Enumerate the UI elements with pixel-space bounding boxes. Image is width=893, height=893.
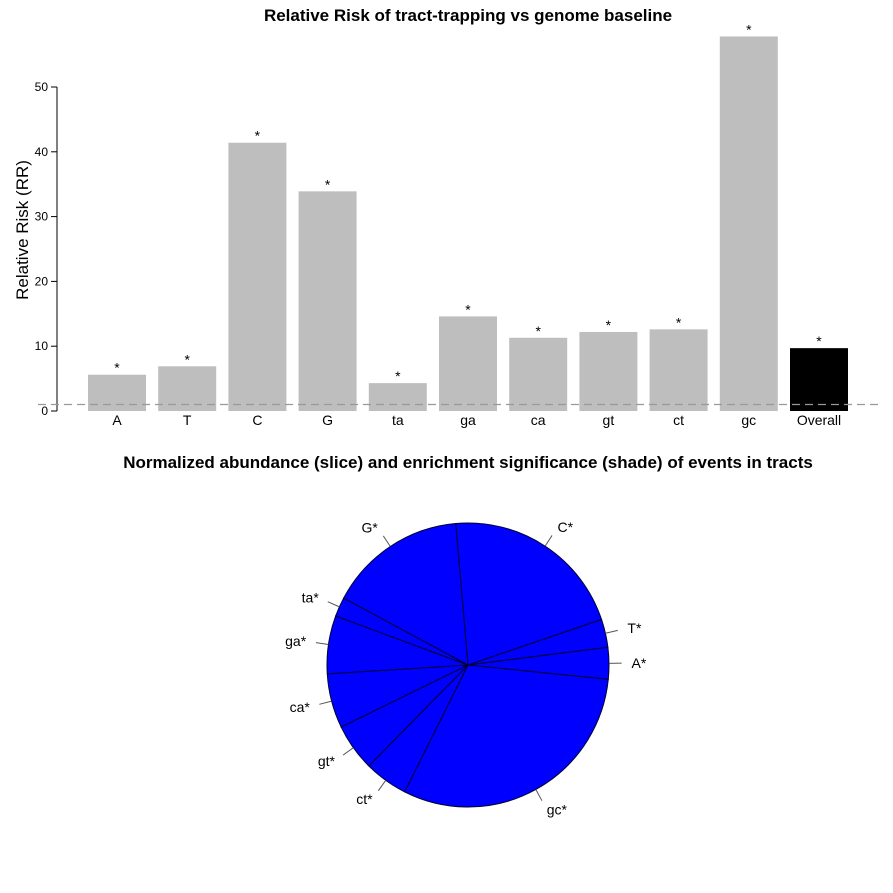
pie-slice-label: gt* xyxy=(318,753,336,769)
pie-chart-title: Normalized abundance (slice) and enrichm… xyxy=(123,453,813,472)
pie-label-leader xyxy=(544,535,553,547)
x-category-label: G xyxy=(322,412,333,428)
x-category-label: gc xyxy=(741,412,756,428)
x-category-label: A xyxy=(112,412,122,428)
y-tick-label: 40 xyxy=(35,145,49,159)
pie-label-leader xyxy=(382,535,391,547)
bar-gc xyxy=(719,36,778,412)
pie-label-leader xyxy=(342,747,354,756)
pie-slice-g xyxy=(342,522,469,666)
y-tick-label: 30 xyxy=(35,210,49,224)
pie-slice-label: ga* xyxy=(285,633,307,649)
x-category-label: Overall xyxy=(797,412,841,428)
x-category-label: ga xyxy=(460,412,476,428)
bar-significance-star: * xyxy=(746,21,752,37)
bar-significance-star: * xyxy=(325,176,331,192)
y-tick-label: 50 xyxy=(35,80,49,94)
bar-c xyxy=(228,142,287,411)
bar-a xyxy=(88,374,146,411)
bar-significance-star: * xyxy=(465,301,471,317)
bar-ta xyxy=(368,383,427,411)
pie-slice-label: gc* xyxy=(547,801,568,817)
pie-labels: C* T* A* gc* ct* gt* ca* ga* ta* G* xyxy=(285,519,647,817)
y-ticks: 0 10 20 30 40 50 xyxy=(35,80,57,418)
y-tick-label: 10 xyxy=(35,339,49,353)
x-category-label: ca xyxy=(531,412,546,428)
pie-label-leader xyxy=(535,789,543,801)
bar-t xyxy=(158,366,217,411)
pie-label-leader xyxy=(377,780,387,792)
bar-marks: * A * T * C * G * ta * ga * ca * gt * ct * gc * Overall xyxy=(88,21,848,428)
pie-label-leader xyxy=(319,700,332,705)
pie-label-leader xyxy=(315,642,329,645)
bar-significance-star: * xyxy=(606,317,612,333)
pie-slice-label: ta* xyxy=(302,590,320,606)
x-category-label: ct xyxy=(673,412,684,428)
bar-chart-title: Relative Risk of tract-trapping vs genom… xyxy=(264,6,672,25)
bar-ca xyxy=(509,337,568,411)
x-category-label: gt xyxy=(603,412,615,428)
pie-slice-label: G* xyxy=(362,520,379,536)
bar-significance-star: * xyxy=(184,351,190,367)
pie-slice-label: C* xyxy=(557,519,573,535)
x-category-label: C xyxy=(252,412,262,428)
bar-ga xyxy=(439,316,497,411)
y-tick-label: 20 xyxy=(35,274,49,288)
bar-chart: Relative Risk of tract-trapping vs genom… xyxy=(13,6,878,428)
pie-slice-label: T* xyxy=(627,620,642,636)
pie-slices xyxy=(326,522,610,808)
y-tick-label: 0 xyxy=(41,404,48,418)
x-category-label: T xyxy=(183,412,192,428)
pie-label-leader xyxy=(327,601,340,608)
bar-significance-star: * xyxy=(535,323,541,339)
pie-slice-label: A* xyxy=(632,655,647,671)
pie-label-leader xyxy=(605,629,618,634)
pie-slice-c xyxy=(455,522,603,666)
bar-ct xyxy=(649,329,708,411)
bar-significance-star: * xyxy=(255,128,261,144)
bar-g xyxy=(298,191,357,411)
x-category-label: ta xyxy=(392,412,404,428)
pie-chart: Normalized abundance (slice) and enrichm… xyxy=(123,453,813,817)
bar-significance-star: * xyxy=(114,360,120,376)
pie-slice-label: ct* xyxy=(356,791,373,807)
pie-slice-label: ca* xyxy=(290,699,311,715)
bar-significance-star: * xyxy=(676,314,682,330)
bar-gt xyxy=(579,331,638,411)
y-axis-label: Relative Risk (RR) xyxy=(13,160,32,300)
bar-significance-star: * xyxy=(816,333,822,349)
bar-significance-star: * xyxy=(395,368,401,384)
bar-overall xyxy=(790,348,848,411)
